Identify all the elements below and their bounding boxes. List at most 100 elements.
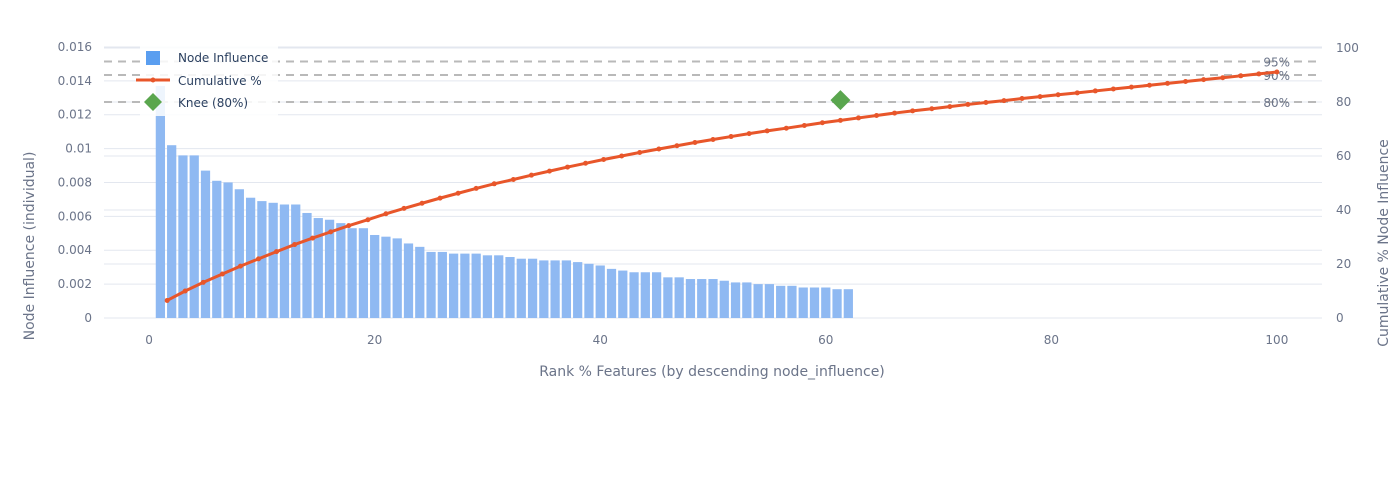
x-tick-label: 80 xyxy=(1044,333,1059,347)
cumulative-point xyxy=(419,200,425,206)
bar xyxy=(629,272,639,318)
bar xyxy=(291,204,301,318)
cumulative-point xyxy=(656,146,662,152)
bar xyxy=(223,182,233,318)
bar xyxy=(415,246,425,318)
cumulative-point xyxy=(383,211,389,217)
cumulative-point xyxy=(855,115,861,121)
bar xyxy=(403,243,414,318)
legend-label-node-influence: Node Influence xyxy=(178,51,268,65)
reference-line-label: 95% xyxy=(1263,56,1290,70)
bar xyxy=(370,234,380,318)
cumulative-point xyxy=(219,271,225,277)
y-tick-label: 0 xyxy=(84,311,92,325)
bar xyxy=(234,189,244,318)
bar xyxy=(189,155,199,318)
bar xyxy=(381,236,391,318)
cumulative-point xyxy=(1001,98,1007,104)
bar xyxy=(843,289,853,318)
cumulative-point xyxy=(783,125,789,131)
bar xyxy=(527,258,538,318)
y-tick-label: 0.016 xyxy=(58,40,92,54)
cumulative-point xyxy=(455,190,461,196)
bar xyxy=(358,228,369,318)
y-tick-label: 0.002 xyxy=(58,277,92,291)
cumulative-point xyxy=(929,106,935,112)
bar xyxy=(279,204,290,318)
cumulative-point xyxy=(256,256,262,262)
bar-series xyxy=(155,85,853,318)
bar xyxy=(178,155,188,318)
bar xyxy=(561,260,572,318)
bar xyxy=(268,202,278,318)
cumulative-point xyxy=(1037,94,1043,100)
cumulative-point xyxy=(837,117,843,123)
cumulative-point xyxy=(728,134,734,140)
cumulative-point xyxy=(401,205,407,211)
bar xyxy=(313,218,323,318)
x-tick-label: 60 xyxy=(818,333,833,347)
bar xyxy=(776,285,786,318)
cumulative-point xyxy=(1074,90,1080,96)
cumulative-point xyxy=(710,137,716,143)
bar xyxy=(719,280,729,318)
y-tick-label: 0.014 xyxy=(58,74,92,88)
bar xyxy=(539,260,549,318)
bar xyxy=(516,258,526,318)
cumulative-point xyxy=(874,113,880,118)
y-tick-label: 0.006 xyxy=(58,209,92,223)
cumulative-point xyxy=(1128,84,1134,90)
cumulative-point xyxy=(510,176,516,182)
x-tick-label: 100 xyxy=(1265,333,1288,347)
bar xyxy=(663,277,673,318)
bar xyxy=(821,287,831,318)
y-tick-label: 0.008 xyxy=(58,175,92,189)
bar xyxy=(324,219,335,318)
bar xyxy=(460,253,470,318)
legend-swatch-cumulative-marker xyxy=(150,77,156,83)
bar xyxy=(651,272,662,318)
bar xyxy=(618,270,628,318)
y2-tick-label: 60 xyxy=(1336,149,1351,163)
cumulative-point xyxy=(200,279,206,285)
bar xyxy=(685,279,696,318)
cumulative-point xyxy=(1110,86,1116,92)
bar xyxy=(550,260,560,318)
x-axis-title: Rank % Features (by descending node_infl… xyxy=(539,364,885,380)
cumulative-point xyxy=(1164,80,1170,86)
cumulative-point xyxy=(164,297,170,303)
bar xyxy=(448,253,459,318)
bar xyxy=(730,282,741,318)
cumulative-point xyxy=(565,164,571,170)
x-tick-label: 40 xyxy=(593,333,608,347)
cumulative-point xyxy=(473,185,479,191)
cumulative-point xyxy=(637,149,643,155)
cumulative-point xyxy=(1256,71,1262,77)
bar xyxy=(832,289,842,318)
bar xyxy=(798,287,808,318)
cumulative-point xyxy=(819,120,825,126)
cumulative-point xyxy=(1092,88,1098,94)
cumulative-line-series xyxy=(164,69,1280,303)
cumulative-point xyxy=(346,223,352,229)
x-tick-label: 0 xyxy=(145,333,153,347)
bar xyxy=(787,285,797,318)
bar xyxy=(505,257,515,318)
cumulative-point xyxy=(437,195,443,201)
y-tick-label: 0.004 xyxy=(58,243,92,257)
cumulative-point xyxy=(764,128,770,134)
cumulative-point xyxy=(1019,95,1025,101)
legend-label-knee: Knee (80%) xyxy=(178,96,248,110)
cumulative-point xyxy=(983,100,989,106)
cumulative-point xyxy=(746,131,752,137)
y2-tick-label: 20 xyxy=(1336,257,1351,271)
bar xyxy=(697,279,707,318)
cumulative-point xyxy=(601,157,607,163)
knee-marker xyxy=(830,90,851,111)
axes: 0 0.002 0.004 0.006 0.008 0.01 0.012 0.014 0.016… xyxy=(58,40,1359,347)
cumulative-point xyxy=(692,140,698,145)
bar xyxy=(392,238,402,318)
bar xyxy=(753,284,763,318)
cumulative-point xyxy=(1220,75,1226,81)
